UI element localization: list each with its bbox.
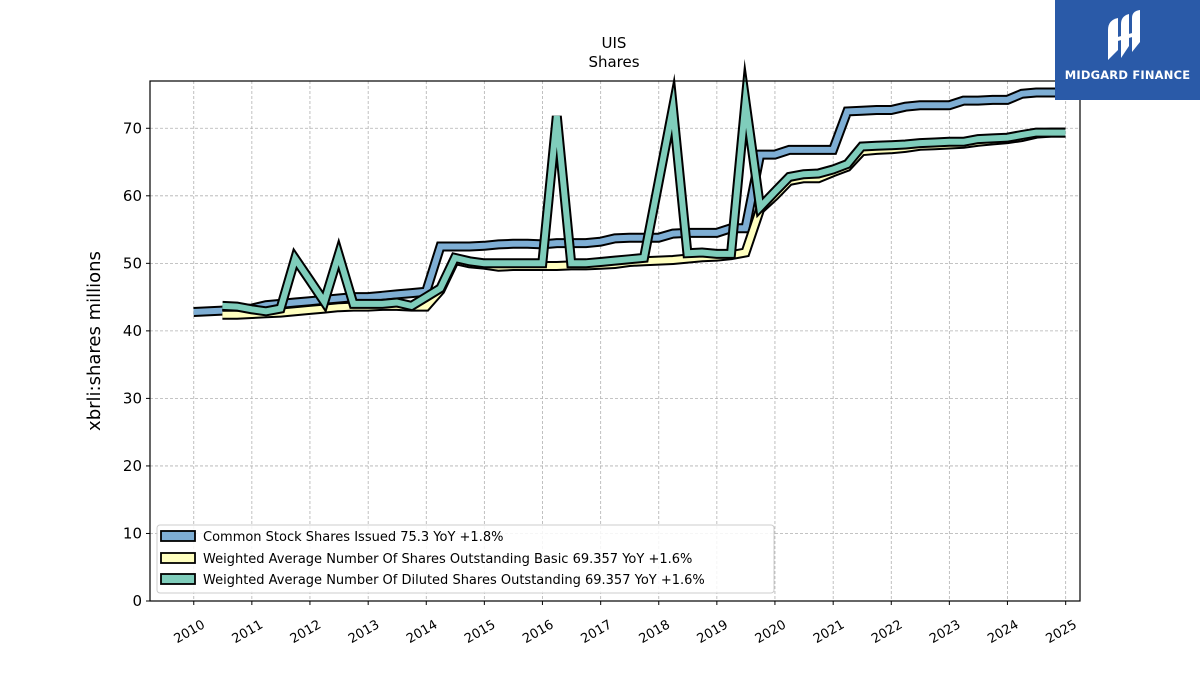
plot-frame	[149, 80, 1081, 602]
y-tick-label: 10	[123, 524, 142, 542]
y-axis-label: xbrli:shares millions	[84, 251, 105, 431]
legend-swatch-common-stock-shares-issued	[160, 530, 196, 542]
x-tick-label: 2024	[985, 617, 1021, 647]
chart-title: UIS	[602, 34, 627, 52]
y-tick-label: 30	[123, 389, 142, 407]
y-tick-label: 60	[123, 187, 142, 205]
x-tick-label: 2019	[695, 617, 731, 647]
y-tick-label: 20	[123, 457, 142, 475]
y-tick-label: 0	[132, 592, 142, 610]
legend-swatch-weighted-basic	[160, 552, 196, 564]
series-line	[222, 76, 1066, 315]
x-tick-label: 2017	[579, 617, 615, 647]
series-common-stock-shares-issued	[193, 87, 1066, 317]
x-tick-label: 2016	[520, 617, 556, 647]
series-outline	[193, 87, 1066, 317]
x-tick-label: 2025	[1044, 617, 1080, 647]
chart-subtitle: Shares	[588, 53, 639, 71]
y-tick-label: 70	[123, 119, 142, 137]
series-weighted-average-number-of-diluted-shares-outstanding	[222, 58, 1066, 317]
x-axis: 2010 2011 2012 2013 2014 2015 2016 2017 2018 2019…	[172, 601, 1080, 647]
legend-label-weighted-basic: Weighted Average Number Of Shares Outsta…	[203, 552, 692, 567]
legend-label-weighted-diluted: Weighted Average Number Of Diluted Share…	[203, 573, 705, 588]
x-tick-label: 2013	[346, 617, 382, 647]
x-tick-label: 2014	[404, 617, 440, 647]
x-tick-label: 2010	[172, 617, 208, 647]
grid-layer	[150, 81, 1080, 602]
x-tick-label: 2021	[811, 617, 847, 647]
x-tick-label: 2012	[288, 617, 324, 647]
series-line	[193, 89, 1066, 315]
midgard-logo-mark-icon	[1108, 10, 1140, 60]
midgard-finance-logo: MIDGARD FINANCE	[1055, 0, 1200, 100]
legend-box	[156, 524, 775, 594]
legend: Common Stock Shares Issued 75.3 YoY +1.8…	[156, 524, 775, 594]
x-tick-label: 2022	[869, 617, 905, 647]
y-axis: 0 10 20 30 40 50 60 70	[123, 119, 150, 610]
logo-text: MIDGARD FINANCE	[1064, 68, 1191, 82]
y-tick-label: 50	[123, 254, 142, 272]
series-layer	[193, 58, 1066, 320]
legend-swatch-weighted-diluted	[160, 573, 196, 585]
x-tick-label: 2020	[753, 617, 789, 647]
x-tick-label: 2011	[230, 617, 266, 647]
x-tick-label: 2015	[462, 617, 498, 647]
legend-label-common-stock-shares-issued: Common Stock Shares Issued 75.3 YoY +1.8…	[203, 530, 503, 545]
x-tick-label: 2023	[927, 617, 963, 647]
y-tick-label: 40	[123, 322, 142, 340]
x-tick-label: 2018	[637, 617, 673, 647]
